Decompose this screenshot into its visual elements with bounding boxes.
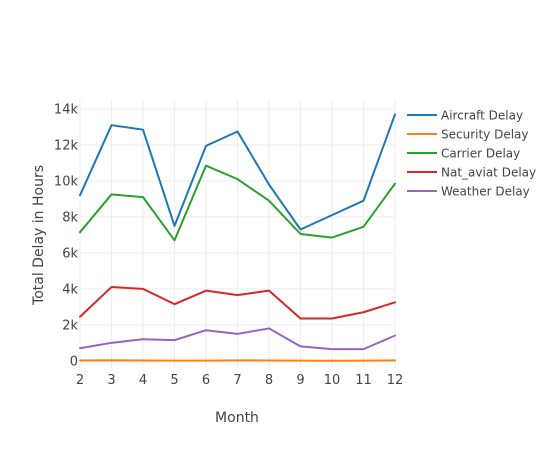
y-tick-label: 8k: [62, 210, 78, 225]
y-tick-label: 12k: [54, 138, 79, 153]
y-axis-title: Total Delay in Hours: [31, 165, 47, 306]
legend-label: Aircraft Delay: [441, 109, 523, 123]
x-tick-label: 4: [139, 373, 147, 388]
x-tick-label: 11: [355, 373, 372, 388]
x-tick-label: 8: [265, 373, 273, 388]
x-tick-label: 12: [387, 373, 404, 388]
x-tick-label: 7: [233, 373, 241, 388]
y-tick-label: 2k: [62, 318, 78, 333]
y-tick-label: 10k: [54, 174, 79, 189]
legend-label: Carrier Delay: [441, 147, 520, 161]
legend-label: Weather Delay: [441, 185, 530, 199]
x-tick-label: 5: [170, 373, 178, 388]
legend-label: Nat_aviat Delay: [441, 166, 536, 180]
x-tick-label: 10: [324, 373, 341, 388]
legend-label: Security Delay: [441, 128, 529, 142]
x-axis-title: Month: [215, 410, 259, 426]
x-tick-label: 6: [202, 373, 210, 388]
y-tick-label: 4k: [62, 282, 78, 297]
y-tick-label: 6k: [62, 246, 78, 261]
x-tick-label: 3: [107, 373, 115, 388]
x-tick-label: 2: [76, 373, 84, 388]
x-tick-label: 9: [296, 373, 304, 388]
y-tick-label: 0: [70, 354, 78, 369]
y-tick-label: 14k: [54, 102, 79, 117]
